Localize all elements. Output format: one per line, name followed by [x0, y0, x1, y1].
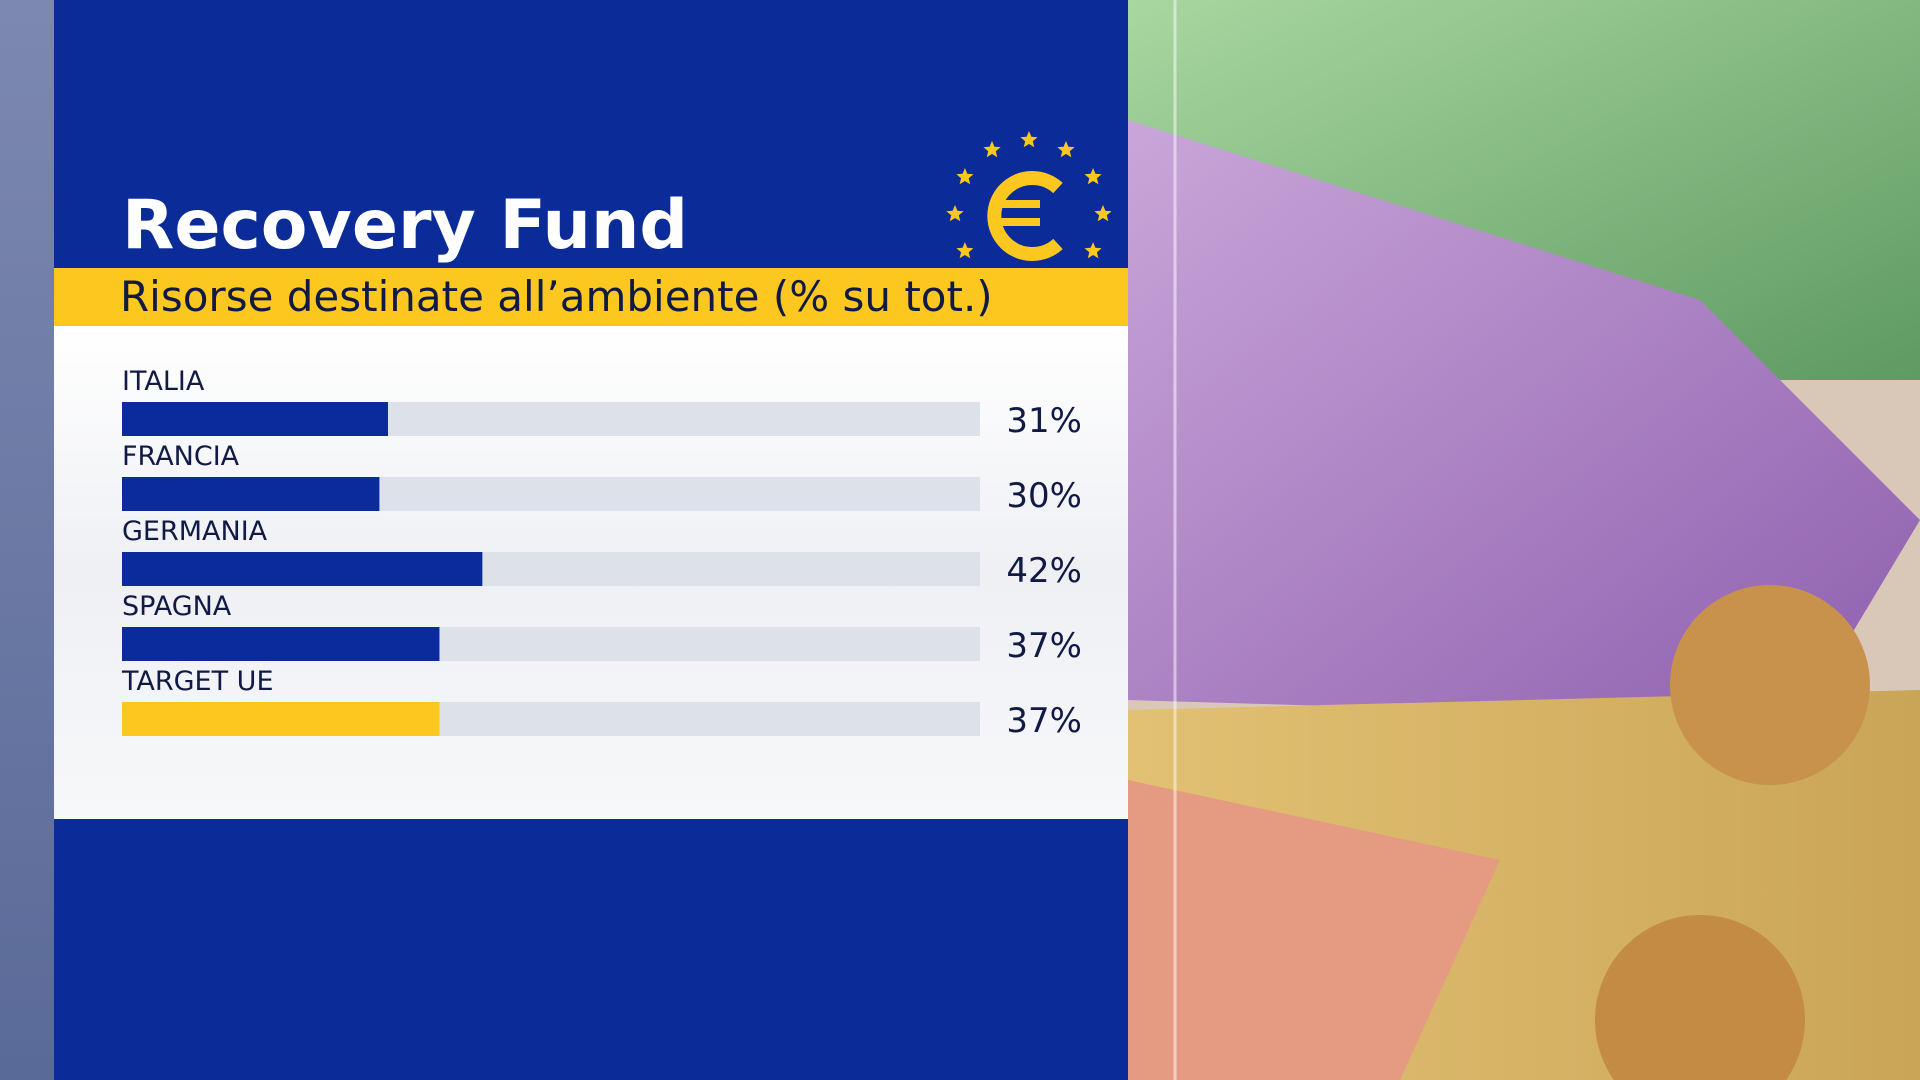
star — [1084, 242, 1102, 259]
category-label: FRANCIA — [122, 441, 240, 472]
banknote-photo — [1128, 0, 1920, 1080]
star — [1020, 131, 1038, 148]
euro-bar — [990, 218, 1040, 226]
chart-subtitle: Risorse destinate all’ambiente (% su tot… — [120, 272, 993, 321]
value-label: 37% — [1006, 626, 1082, 666]
category-label: SPAGNA — [122, 591, 232, 622]
category-label: GERMANIA — [122, 516, 268, 547]
euro-bar — [990, 200, 1040, 208]
category-label: ITALIA — [122, 366, 205, 397]
star — [1094, 205, 1112, 222]
euro-logo — [946, 131, 1112, 286]
value-label: 37% — [1006, 701, 1082, 741]
category-label: TARGET UE — [121, 666, 274, 697]
bar — [122, 402, 388, 436]
euro-sign — [987, 171, 1063, 261]
bar — [122, 477, 380, 511]
bar — [122, 702, 440, 736]
bar — [122, 627, 440, 661]
side-strip — [0, 0, 54, 1080]
star — [1057, 140, 1075, 158]
star — [1084, 168, 1102, 185]
chart-title: Recovery Fund — [122, 186, 688, 265]
star — [956, 242, 974, 259]
star — [983, 269, 1001, 286]
star — [946, 205, 964, 222]
star — [956, 168, 974, 185]
value-label: 31% — [1006, 401, 1082, 441]
bar — [122, 552, 483, 586]
value-label: 30% — [1006, 476, 1082, 516]
subtitle-band — [54, 268, 1128, 326]
star — [1057, 269, 1075, 286]
value-label: 42% — [1006, 551, 1082, 591]
star — [983, 140, 1001, 158]
